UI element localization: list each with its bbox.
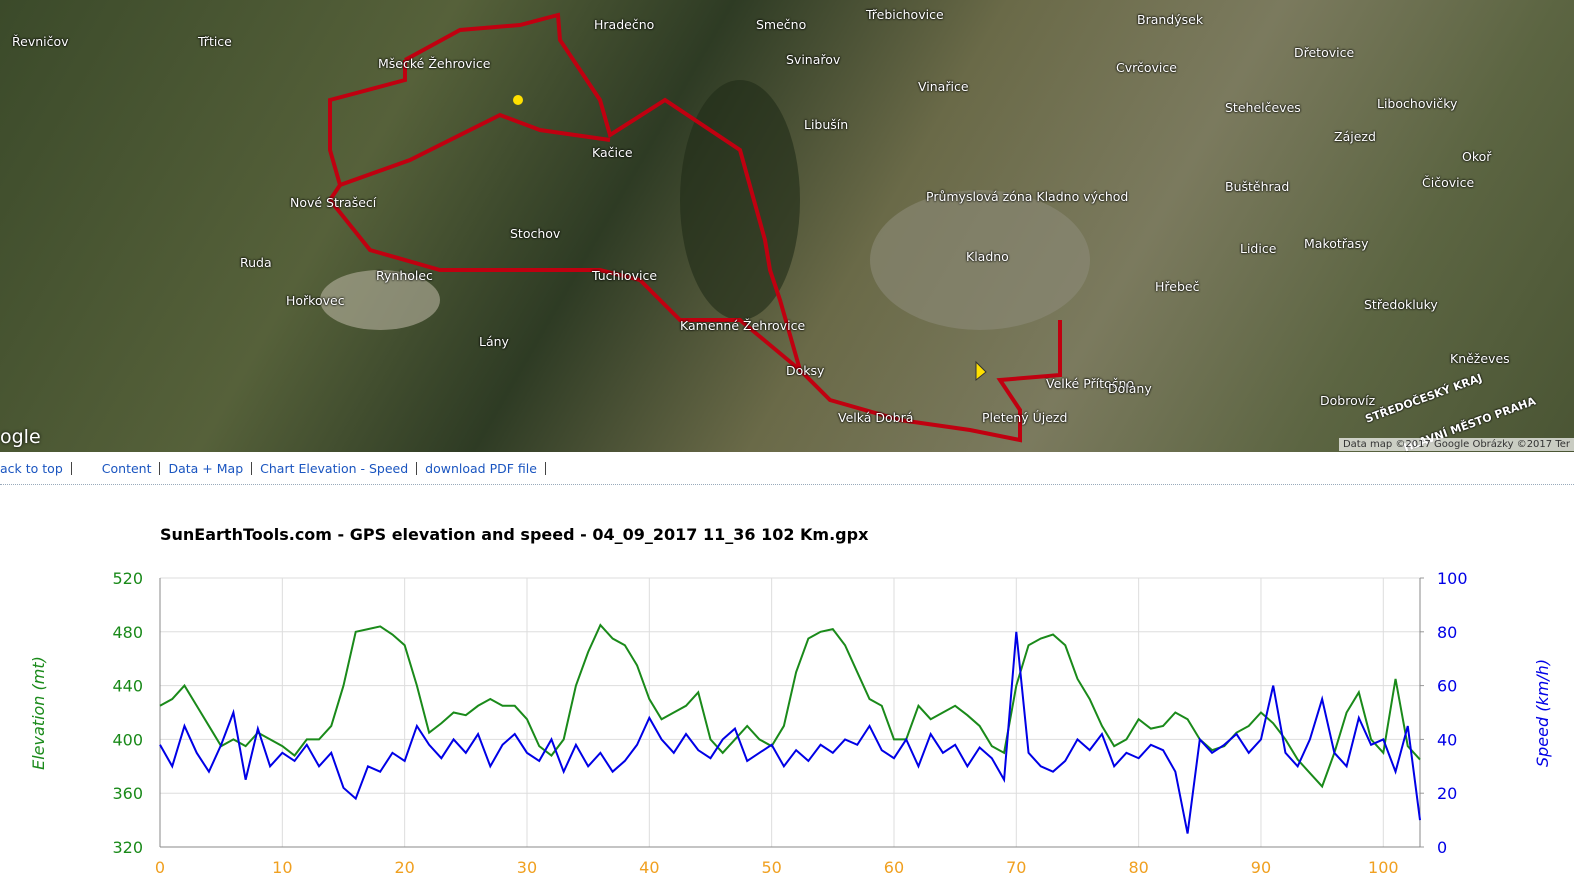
map-label: Velká Dobrá [838, 410, 914, 425]
map-label: Brandýsek [1137, 12, 1204, 27]
map-logo: ogle [0, 426, 41, 448]
map-label: Hořkovec [286, 293, 345, 308]
nav-bar: ack to top Content Data + Map Chart Elevati… [0, 461, 546, 476]
y2-tick-label: 20 [1437, 784, 1457, 803]
map-label: Pletený Újezd [982, 410, 1068, 425]
chart: SunEarthTools.com - GPS elevation and sp… [29, 525, 1552, 877]
map-label: Řevničov [12, 34, 69, 49]
nav-link[interactable]: download PDF file [417, 462, 546, 475]
map-label: Makotřasy [1304, 236, 1369, 251]
map-label: Dobrovíz [1320, 393, 1376, 408]
map-label: Mšecké Žehrovice [378, 56, 491, 71]
map-label: Stochov [510, 226, 561, 241]
nav-link[interactable]: Content [72, 462, 161, 475]
y2-tick-label: 100 [1437, 569, 1468, 588]
y2-tick-label: 80 [1437, 623, 1457, 642]
x-tick-label: 20 [394, 858, 414, 877]
map-label: Velké Přítočno [1046, 376, 1135, 391]
map-label: Dolany [1108, 381, 1152, 396]
map-label: Svinařov [786, 52, 841, 67]
x-tick-label: 80 [1128, 858, 1148, 877]
map-attribution: Data map ©2017 Google Obrázky ©2017 Ter [1338, 438, 1574, 451]
map-overlay [320, 12, 1090, 443]
x-tick-label: 40 [639, 858, 659, 877]
map-label: Zájezd [1334, 129, 1376, 144]
map-label: Ruda [240, 255, 272, 270]
y2-tick-label: 40 [1437, 730, 1457, 749]
map-label: Lidice [1240, 241, 1277, 256]
map-label: Nové Strašecí [290, 195, 377, 210]
map-label: Kamenné Žehrovice [680, 318, 806, 333]
y-tick-label: 440 [112, 677, 143, 696]
map-label: Kněževes [1450, 351, 1510, 366]
y-tick-label: 520 [112, 569, 143, 588]
map-label: Libušín [804, 117, 849, 132]
map-label: Libochovičky [1377, 96, 1458, 111]
y2-tick-label: 0 [1437, 838, 1447, 857]
x-tick-label: 30 [517, 858, 537, 877]
divider [0, 484, 1574, 485]
x-tick-label: 90 [1251, 858, 1271, 877]
x-tick-label: 0 [155, 858, 165, 877]
map-label: Doksy [786, 363, 825, 378]
map-label: Okoř [1462, 149, 1492, 164]
map-label: Středokluky [1364, 297, 1438, 312]
y-tick-label: 360 [112, 784, 143, 803]
x-tick-label: 60 [884, 858, 904, 877]
y2-axis-label: Speed (km/h) [1533, 659, 1552, 767]
nav-link[interactable]: ack to top [0, 462, 72, 475]
map-label: Kačice [592, 145, 633, 160]
map-label: Kladno [966, 249, 1009, 264]
map-label: Hradečno [594, 17, 655, 32]
map-label: Cvrčovice [1116, 60, 1177, 75]
nav-link[interactable]: Chart Elevation - Speed [252, 462, 418, 475]
map: Řevničov Třtice Mšecké Žehrovice Hradečno Sm… [0, 0, 1574, 452]
x-tick-label: 70 [1006, 858, 1026, 877]
y-tick-label: 320 [112, 838, 143, 857]
map-label: Tuchlovice [592, 268, 658, 283]
x-tick-label: 10 [272, 858, 292, 877]
map-label: Lány [479, 334, 509, 349]
map-label: Třebichovice [866, 7, 944, 22]
y2-tick-label: 60 [1437, 677, 1457, 696]
y-tick-label: 400 [112, 730, 143, 749]
map-label: Rynholec [376, 268, 433, 283]
chart-title: SunEarthTools.com - GPS elevation and sp… [160, 525, 869, 544]
map-label: Vinařice [918, 79, 969, 94]
y-axis-label: Elevation (mt) [29, 656, 48, 770]
data-line [159, 623, 1421, 789]
x-tick-label: 100 [1368, 858, 1399, 877]
x-tick-label: 50 [761, 858, 781, 877]
map-label: Čičovice [1422, 175, 1475, 190]
nav-link[interactable]: Data + Map [160, 462, 253, 475]
map-label: Buštěhrad [1225, 179, 1290, 194]
data-line [159, 631, 1421, 834]
map-label: Dřetovice [1294, 45, 1355, 60]
map-label: Hřebeč [1155, 279, 1200, 294]
map-label: Smečno [756, 17, 807, 32]
map-label: Průmyslová zóna Kladno východ [926, 189, 1129, 204]
y-tick-label: 480 [112, 623, 143, 642]
map-label: Stehelčeves [1225, 100, 1301, 115]
map-label: Třtice [198, 34, 232, 49]
